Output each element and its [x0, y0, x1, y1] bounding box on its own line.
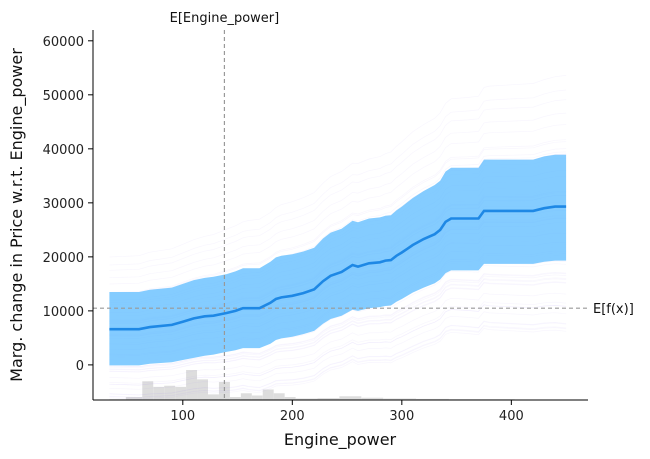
expected-prediction-label: E[f(x)]	[593, 302, 634, 317]
ice-line	[109, 278, 567, 371]
histogram-bar	[339, 396, 362, 400]
ice-band	[109, 154, 567, 366]
y-tick-label: 10000	[43, 305, 84, 320]
mean-effect-line	[109, 205, 567, 331]
x-axis-label: Engine_power	[284, 430, 397, 450]
histogram-bar	[361, 397, 384, 400]
ice-line	[109, 124, 567, 285]
histogram-bar	[142, 381, 154, 400]
ice-line	[109, 325, 567, 399]
histogram-bar	[284, 397, 296, 400]
ice-line	[109, 141, 567, 294]
ice-line	[109, 320, 567, 396]
histogram-bar	[229, 397, 241, 400]
x-tick-label: 200	[280, 409, 305, 424]
histogram-bar	[207, 394, 219, 400]
histogram-bar	[240, 393, 252, 400]
ice-line	[109, 112, 567, 279]
x-ticks: 100 200 300 400	[170, 400, 524, 424]
histogram-bar	[164, 385, 176, 400]
x-tick-label: 400	[499, 409, 524, 424]
ice-line	[109, 292, 567, 379]
ice-line	[109, 89, 567, 266]
ice-line	[109, 139, 567, 293]
ice-line	[109, 272, 567, 368]
histogram-bar	[175, 386, 187, 400]
expected-feature-label: E[Engine_power]	[170, 11, 280, 26]
ice-line	[109, 282, 567, 373]
ice-line	[109, 304, 567, 386]
histogram-bar	[125, 397, 143, 400]
histogram-bar	[186, 370, 198, 400]
ice-line	[109, 324, 567, 398]
y-tick-label: 0	[76, 359, 84, 374]
y-tick-label: 40000	[43, 143, 84, 158]
y-ticks: 0 10000 20000 30000 40000 50000 60000	[43, 35, 93, 374]
y-tick-label: 60000	[43, 35, 84, 50]
ice-line	[109, 328, 567, 400]
histogram-bar	[383, 398, 417, 400]
histogram-bar	[262, 389, 274, 400]
y-axis-label: Marg. change in Price w.r.t. Engine_powe…	[7, 48, 27, 382]
x-tick-label: 300	[389, 409, 414, 424]
ice-line	[109, 311, 567, 390]
ice-line	[109, 272, 567, 367]
ice-line	[109, 281, 567, 373]
histogram-bar	[295, 398, 318, 400]
y-tick-label: 50000	[43, 89, 84, 104]
histogram-bar	[153, 386, 165, 400]
histogram-bar	[251, 395, 263, 400]
ice-line	[109, 304, 567, 386]
ice-line	[109, 321, 567, 396]
histogram-bar	[197, 379, 208, 400]
histogram-bar	[416, 398, 449, 400]
ice-line	[109, 277, 567, 370]
histogram-bar	[273, 393, 285, 400]
x-tick-label: 100	[170, 409, 195, 424]
ice-line	[109, 99, 567, 271]
y-tick-label: 20000	[43, 251, 84, 266]
ice-line	[109, 75, 567, 258]
histogram-bar	[317, 398, 340, 400]
ice-line	[109, 274, 567, 369]
y-tick-label: 30000	[43, 197, 84, 212]
